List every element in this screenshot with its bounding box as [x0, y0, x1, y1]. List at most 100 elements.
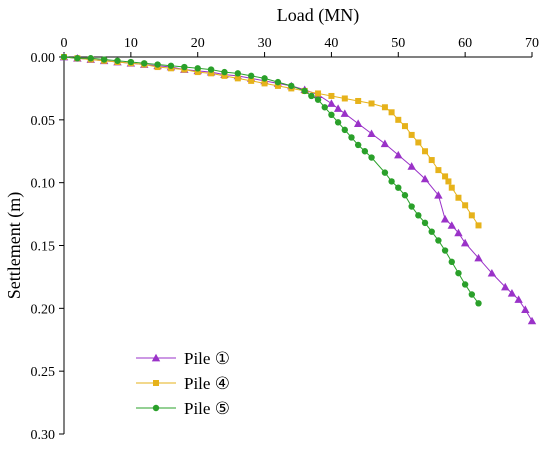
data-point	[234, 70, 242, 77]
data-point	[435, 237, 442, 244]
data-point	[381, 169, 389, 176]
data-point	[445, 178, 452, 185]
data-point	[261, 80, 268, 87]
data-point	[447, 221, 456, 229]
legend-label: Pile ①	[184, 349, 230, 368]
legend-item: Pile ①	[136, 349, 230, 368]
data-point	[395, 116, 402, 123]
data-point	[340, 109, 349, 117]
data-point	[87, 55, 94, 62]
data-point	[462, 202, 469, 209]
data-point	[440, 214, 450, 223]
legend-marker	[152, 404, 160, 412]
data-point	[368, 100, 375, 107]
data-point	[274, 78, 282, 86]
data-point	[327, 99, 336, 107]
y-tick-label: 0.20	[31, 302, 56, 317]
data-point	[361, 148, 369, 155]
y-axis-title: Settlement (m)	[4, 192, 25, 299]
data-point	[248, 77, 255, 84]
data-point	[401, 123, 408, 130]
data-point	[367, 129, 376, 138]
data-point	[328, 111, 335, 119]
data-point	[154, 61, 161, 68]
x-tick-label: 30	[258, 36, 272, 51]
data-point	[435, 167, 442, 174]
data-point	[455, 194, 462, 201]
data-point	[207, 66, 215, 73]
data-point	[181, 63, 188, 71]
data-point	[395, 184, 402, 191]
data-point	[428, 228, 435, 235]
data-point	[100, 56, 108, 63]
data-point	[301, 87, 308, 95]
data-point	[468, 212, 475, 219]
data-point	[234, 75, 241, 82]
data-point	[141, 60, 148, 67]
data-point	[475, 300, 482, 307]
data-point	[408, 203, 415, 210]
data-point	[461, 281, 469, 288]
y-tick-label: 0.25	[31, 365, 56, 380]
data-point	[380, 139, 390, 148]
data-point	[321, 104, 328, 111]
data-point	[288, 82, 295, 90]
data-point	[434, 191, 443, 199]
data-point	[221, 68, 228, 76]
data-point	[60, 53, 68, 61]
data-point	[261, 75, 268, 82]
x-tick-label: 20	[191, 36, 205, 51]
data-point	[208, 70, 215, 77]
data-point	[422, 148, 429, 155]
data-point	[401, 192, 409, 199]
data-point	[274, 82, 281, 89]
series-line	[63, 56, 479, 304]
data-point	[415, 212, 422, 219]
data-point	[167, 62, 175, 69]
data-point	[455, 269, 462, 277]
data-point	[394, 150, 403, 159]
data-point	[521, 305, 530, 313]
y-tick-label: 0.10	[31, 177, 56, 192]
data-point	[388, 178, 395, 185]
data-point	[408, 131, 415, 138]
series-3	[60, 53, 482, 307]
data-point	[341, 95, 348, 102]
legend-marker	[153, 380, 159, 386]
data-point	[474, 253, 483, 262]
data-point	[348, 134, 355, 141]
data-point	[221, 72, 228, 79]
x-tick-label: 10	[124, 36, 138, 51]
data-point	[454, 228, 463, 237]
data-point	[315, 90, 322, 97]
data-point	[248, 72, 255, 80]
x-tick-label: 60	[458, 36, 472, 51]
data-point	[328, 92, 335, 99]
data-point	[460, 238, 470, 247]
x-tick-label: 70	[525, 36, 539, 51]
data-point	[388, 109, 395, 116]
data-point	[407, 162, 416, 170]
legend: Pile ① Pile ④ Pile ⑤	[136, 349, 230, 418]
y-tick-label: 0.05	[31, 114, 56, 129]
series-line	[63, 56, 533, 322]
data-point	[514, 295, 523, 303]
data-point	[308, 92, 315, 100]
legend-label: Pile ⑤	[184, 399, 230, 418]
data-point	[194, 65, 201, 72]
data-point	[441, 247, 449, 254]
x-tick-label: 0	[61, 36, 68, 51]
data-point	[421, 219, 429, 227]
data-point	[74, 55, 81, 62]
x-axis-title: Load (MN)	[277, 5, 359, 26]
data-point	[314, 96, 322, 103]
data-point	[368, 154, 375, 161]
data-point	[507, 289, 517, 297]
data-point	[341, 126, 348, 134]
data-point	[448, 258, 455, 266]
data-point	[468, 291, 476, 298]
y-tick-label: 0.00	[31, 51, 56, 66]
data-point	[381, 104, 388, 111]
